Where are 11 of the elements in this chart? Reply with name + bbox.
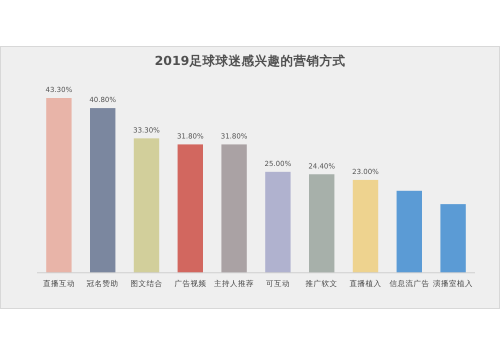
- bar: [265, 172, 291, 273]
- bar: [46, 98, 72, 273]
- bar: [178, 144, 203, 273]
- bar: [90, 108, 116, 273]
- bar: [309, 174, 334, 273]
- bar: [396, 190, 422, 273]
- chart-title: 2019足球球迷感兴趣的营销方式: [154, 53, 346, 68]
- bar: [134, 138, 160, 273]
- bar: [440, 204, 466, 273]
- bar: [352, 180, 378, 273]
- bar: [221, 144, 247, 273]
